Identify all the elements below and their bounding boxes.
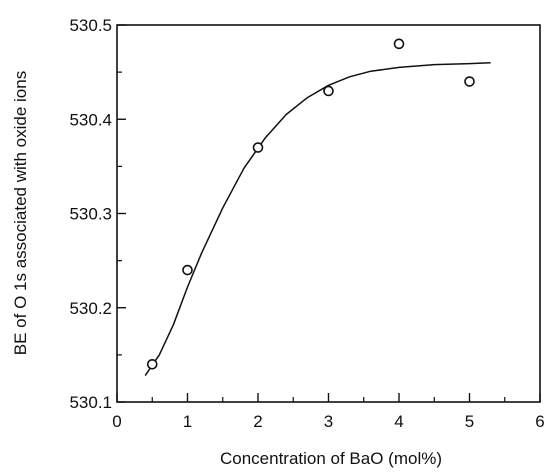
data-point: [393, 38, 405, 50]
y-tick-label: 530.5: [69, 16, 112, 35]
x-tick-label: 1: [183, 412, 192, 431]
fit-curve-layer: [144, 61, 491, 377]
fit-curve: [144, 61, 491, 377]
y-axis-ticks: 530.1 530.2 530.3 530.4 530.5: [69, 16, 126, 412]
data-point: [252, 142, 264, 153]
data-point: [464, 76, 475, 87]
x-tick-label: 4: [394, 412, 403, 431]
data-points-layer: [146, 38, 475, 370]
plot-frame: [116, 24, 541, 403]
x-tick-label: 6: [535, 412, 544, 431]
y-tick-label: 530.4: [69, 110, 112, 129]
y-tick-label: 530.3: [69, 205, 112, 224]
x-axis-ticks: 0 1 2 3 4 5 6: [112, 393, 544, 431]
x-tick-label: 2: [253, 412, 262, 431]
data-point: [323, 85, 334, 97]
data-point: [146, 358, 158, 370]
y-axis-title: BE of O 1s associated with oxide ions: [11, 71, 30, 355]
x-tick-label: 3: [324, 412, 333, 431]
y-tick-label: 530.1: [69, 393, 112, 412]
data-point: [182, 264, 193, 276]
x-axis-title: Concentration of BaO (mol%): [220, 449, 442, 468]
x-tick-label: 5: [465, 412, 474, 431]
x-tick-label: 0: [112, 412, 121, 431]
y-tick-label: 530.2: [69, 299, 112, 318]
